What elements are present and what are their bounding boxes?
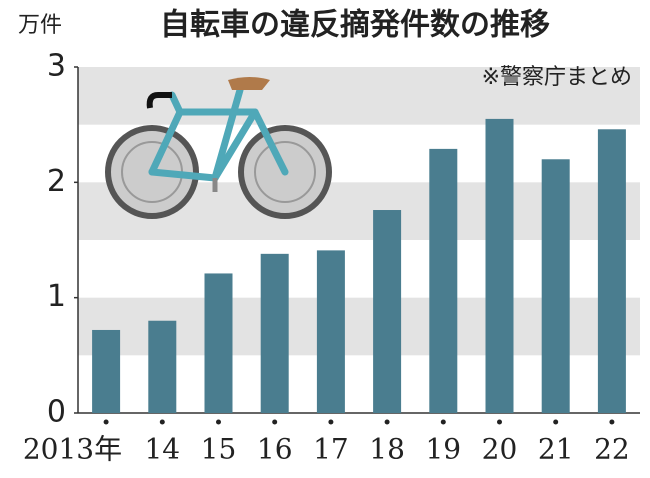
unit-label: 万件 <box>18 13 62 38</box>
category-dot <box>159 419 165 425</box>
category-dot <box>440 419 446 425</box>
bar <box>541 159 570 413</box>
category-dot <box>609 419 615 425</box>
category-dot <box>272 419 278 425</box>
category-dot <box>497 419 502 425</box>
x-tick-label: 19 <box>425 433 461 466</box>
bar <box>148 320 177 413</box>
y-tick-label: 0 <box>47 395 66 430</box>
x-tick-label: 16 <box>257 433 293 466</box>
x-tick-label: 2013年 <box>23 433 122 466</box>
bar <box>92 329 121 413</box>
category-dot <box>553 419 559 425</box>
bar <box>316 250 345 413</box>
x-tick-label: 17 <box>313 433 349 466</box>
category-dot <box>328 419 334 425</box>
category-dot <box>216 419 221 425</box>
chart-title: 自転車の違反摘発件数の推移 <box>160 8 550 43</box>
source-note: ※警察庁まとめ <box>482 65 632 90</box>
x-tick-label: 22 <box>594 433 630 466</box>
category-dot <box>384 419 390 425</box>
bar <box>597 129 626 413</box>
bar <box>485 118 514 414</box>
category-dot <box>103 419 109 425</box>
x-tick-label: 15 <box>201 433 237 466</box>
x-tick-label: 18 <box>369 433 405 466</box>
y-tick-label: 3 <box>47 49 66 84</box>
x-tick-label: 20 <box>482 433 518 466</box>
y-tick-label: 1 <box>47 279 66 314</box>
bar <box>260 253 289 413</box>
x-tick-label: 14 <box>144 433 180 466</box>
bar <box>373 210 402 413</box>
y-tick-label: 2 <box>47 164 66 199</box>
bar <box>204 273 233 413</box>
x-tick-label: 21 <box>538 433 574 466</box>
bicycle-illustration <box>105 77 332 219</box>
bar <box>429 148 458 414</box>
